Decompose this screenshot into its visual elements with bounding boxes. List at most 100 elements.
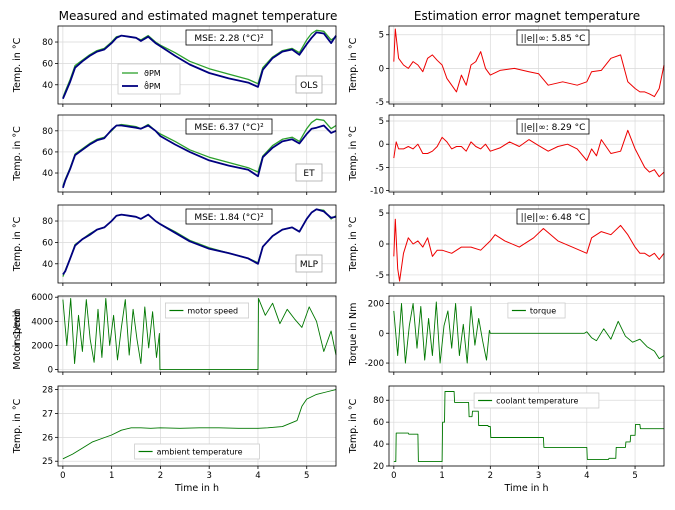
y-axis-label: Temp. in °C	[12, 398, 23, 454]
series-line-0	[393, 129, 665, 178]
y-tick-label: -5	[376, 98, 384, 108]
y-tick-label: -200	[365, 359, 384, 369]
x-tick-label: 0	[60, 471, 65, 481]
y-tick-label: 40	[42, 260, 53, 270]
y-axis-label: Temp. in °C	[348, 37, 359, 93]
x-axis-label: Time in h	[174, 483, 219, 494]
subplot-7: -5 0 5 Temp. in °C ||e||∞: 6.48 °C	[348, 204, 665, 286]
legend-label: torque	[530, 307, 556, 316]
y-axis-label: Temp. in °C	[12, 126, 23, 182]
annotation-box	[185, 208, 273, 225]
legend-label: coolant temperature	[496, 397, 578, 406]
y-axis-label: Temp. in °C	[348, 216, 359, 272]
x-axis-label: Time in h	[504, 483, 549, 494]
axes-frame	[57, 385, 337, 467]
y-tick-label: 26	[42, 433, 53, 443]
y-tick-label: -5	[376, 271, 384, 281]
y-tick-label: 27	[42, 409, 53, 419]
series-line-0	[62, 29, 337, 98]
y-tick-label: 40	[42, 81, 53, 91]
max-error-annotation: ||e||∞: 8.29 °C	[521, 123, 586, 133]
y-tick-label: 60	[42, 148, 53, 158]
max-error-annotation: ||e||∞: 6.48 °C	[521, 213, 586, 223]
y-tick-label: 5	[379, 31, 384, 41]
legend-box	[117, 63, 181, 95]
axes-frame	[388, 114, 665, 193]
y-tick-label: 80	[42, 217, 53, 227]
y-axis-label: Temp. in °C	[348, 126, 359, 182]
left-column-title: Measured and estimated magnet temperatur…	[59, 9, 338, 23]
series-line-1	[62, 124, 337, 189]
y-tick-label: 60	[373, 418, 384, 428]
legend-box	[507, 302, 566, 319]
axes-frame	[57, 25, 337, 105]
y-tick-label: 0	[379, 329, 384, 339]
series-line-0	[393, 301, 665, 364]
y-tick-label: 20	[373, 462, 384, 472]
annotation-box	[516, 29, 590, 46]
right-column-title: Estimation error magnet temperature	[414, 9, 640, 23]
subplot-5: -5 0 5 Temp. in °C ||e||∞: 5.85 °C	[348, 25, 665, 108]
y-axis-label: Temp. in °C	[12, 216, 23, 272]
legend-label: ambient temperature	[157, 448, 243, 457]
y-tick-label: 80	[42, 127, 53, 137]
legend-box	[473, 392, 600, 409]
y-tick-label: 6000	[31, 293, 53, 303]
y-tick-label: 25	[42, 457, 53, 467]
y-tick-label: 0	[379, 140, 384, 150]
method-label: MLP	[300, 260, 319, 270]
legend-box	[164, 302, 249, 319]
series-line-0	[62, 297, 337, 371]
x-tick-label: 2	[488, 471, 493, 481]
y-tick-label: 0	[379, 240, 384, 250]
y-tick-label: 0	[379, 64, 384, 74]
method-label: OLS	[300, 81, 318, 91]
annotation-box	[516, 208, 590, 225]
y-tick-label: 28	[42, 386, 53, 396]
legend-label: motor speed	[187, 307, 238, 316]
annotation-box	[185, 29, 273, 46]
axes-frame	[388, 25, 665, 105]
y-tick-label: 40	[42, 169, 53, 179]
y-tick-label: 60	[42, 59, 53, 69]
y-tick-label: 40	[373, 440, 384, 450]
mse-annotation: MSE: 6.37 (°C)²	[194, 123, 264, 133]
method-box	[295, 75, 323, 94]
annotation-box	[516, 118, 590, 135]
y-axis-label: Temp. in °C	[12, 37, 23, 93]
subplot-3: 0 2000 4000 6000 Motor speedin 1/min motor sp…	[12, 293, 337, 376]
axes-frame	[57, 204, 337, 284]
y-tick-label: 80	[373, 396, 384, 406]
mse-annotation: MSE: 1.84 (°C)²	[194, 213, 264, 223]
x-tick-label: 5	[304, 471, 309, 481]
x-tick-label: 1	[109, 471, 114, 481]
y-tick-label: 2000	[31, 341, 53, 351]
x-tick-label: 4	[255, 471, 260, 481]
x-tick-label: 0	[391, 471, 396, 481]
y-tick-label: 0	[48, 366, 53, 376]
subplot-4: 25 26 27 28 0 1 2 3 4 5 Time in h Temp. in °C ambien…	[12, 385, 337, 494]
mse-annotation: MSE: 2.28 (°C)²	[194, 34, 264, 44]
axes-frame	[57, 295, 337, 373]
legend-label-measured: ϑPM	[144, 69, 161, 78]
y-tick-label: 5	[379, 117, 384, 127]
x-tick-label: 2	[158, 471, 163, 481]
subplot-6: -10 -5 0 5 Temp. in °C ||e||∞: 8.29 °C	[348, 114, 665, 197]
y-tick-label: 5	[379, 209, 384, 219]
y-axis-label: Temp. in °C	[348, 398, 359, 454]
max-error-annotation: ||e||∞: 5.85 °C	[521, 34, 586, 44]
y-axis-label: Motor speedin 1/min	[12, 309, 23, 370]
series-line-0	[393, 391, 664, 463]
series-line-1	[62, 208, 337, 276]
legend-box	[134, 443, 260, 460]
axes-frame	[388, 295, 665, 373]
y-axis-label: Torque in Nm	[348, 303, 359, 367]
series-line-0	[393, 218, 665, 282]
x-tick-label: 1	[439, 471, 444, 481]
y-tick-label: 80	[42, 38, 53, 48]
axes-frame	[57, 114, 337, 193]
subplot-1: 40 60 80 Temp. in °C MSE: 6.37 (°C)² ET	[12, 114, 337, 195]
method-box	[295, 163, 323, 182]
method-box	[295, 254, 323, 273]
